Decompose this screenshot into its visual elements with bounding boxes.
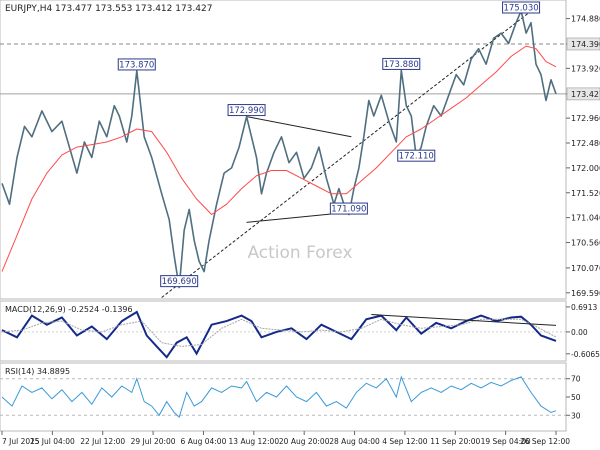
chart-symbol: EURJPY,H4 xyxy=(5,4,53,14)
rsi-tick-label: 30 xyxy=(571,411,581,420)
time-tick-label: 11 Sep 20:00 xyxy=(430,437,480,446)
rsi-label: RSI(14) 34.8895 xyxy=(5,367,70,376)
time-tick-label: 13 Aug 12:00 xyxy=(229,437,280,446)
price-label-box xyxy=(160,275,199,288)
time-tick-label: 29 Jul 20:00 xyxy=(131,437,176,446)
price-tick-label: 174.390 xyxy=(571,40,600,49)
price-label-text: 172.110 xyxy=(399,152,434,162)
moving-average-line xyxy=(1,45,557,272)
time-tick-label: 15 Jul 04:00 xyxy=(30,437,75,446)
macd-tick-label: -0.6065 xyxy=(571,350,600,359)
price-label-box xyxy=(397,149,436,162)
price-label-box xyxy=(329,202,368,215)
price-tick-label: 169.590 xyxy=(571,289,600,298)
macd-axis: 0.6913 0.00 -0.6065 xyxy=(566,303,600,359)
price-tag-box xyxy=(566,87,600,101)
rsi-axis: 70 50 30 xyxy=(566,375,581,420)
time-tick-label: 4 Sep 12:00 xyxy=(382,437,428,446)
price-tick-label: 173.427 xyxy=(571,90,600,99)
trendline-3 xyxy=(161,6,537,298)
price-label: 169.690 xyxy=(160,275,199,288)
price-label-box xyxy=(227,104,266,117)
price-label-text: 173.880 xyxy=(384,60,419,70)
macd-plot xyxy=(0,310,566,359)
price-label: 175.030 xyxy=(502,1,541,14)
macd-panel: MACD(12,26,9) -0.2524 -0.1396 xyxy=(0,300,567,362)
price-label: 172.990 xyxy=(227,104,266,117)
price-label: 172.110 xyxy=(397,149,436,162)
price-tick-label: 173.920 xyxy=(571,64,600,73)
price-tick-label: 170.560 xyxy=(571,239,600,248)
chart-ohlc: 173.477 173.553 173.412 173.427 xyxy=(55,4,212,14)
price-label-text: 171.090 xyxy=(331,205,366,215)
price-series-line xyxy=(1,10,557,289)
trendline-1 xyxy=(246,116,352,138)
rsi-line xyxy=(1,375,557,419)
price-tag-box xyxy=(566,37,600,51)
price-panel: Action Forex 173.870 169.690 172.990 171.09… xyxy=(0,0,567,300)
macd-tick-label: 0.6913 xyxy=(571,303,597,312)
macd-label: MACD(12,26,9) -0.2524 -0.1396 xyxy=(5,305,133,314)
rsi-plot xyxy=(0,375,566,419)
price-tick-label: 174.880 xyxy=(571,15,600,24)
price-label-text: 172.990 xyxy=(229,106,264,116)
time-tick-label: 19 Sep 04:00 xyxy=(481,437,531,446)
price-tick-label: 171.520 xyxy=(571,189,600,198)
time-tick-label: 7 Jul 2025 xyxy=(2,437,40,446)
price-label-box xyxy=(117,58,156,71)
price-axis: 174.880 174.390 173.920 173.427 172.960 172.4… xyxy=(566,15,600,298)
watermark: Action Forex xyxy=(247,243,352,263)
price-label-text: 173.870 xyxy=(119,60,154,70)
time-tick-label: 28 Aug 04:00 xyxy=(329,437,380,446)
rsi-tick-label: 50 xyxy=(571,393,581,402)
price-label: 173.880 xyxy=(382,57,421,70)
macd-tick-label: 0.00 xyxy=(571,328,588,337)
price-tick-label: 172.480 xyxy=(571,139,600,148)
rsi-tick-label: 70 xyxy=(571,375,581,384)
time-tick-label: 6 Aug 04:00 xyxy=(181,437,227,446)
price-label-box xyxy=(502,1,541,14)
macd-signal-line xyxy=(1,318,557,347)
price-tick-label: 170.070 xyxy=(571,264,600,273)
price-label-box xyxy=(382,57,421,70)
price-tick-label: 172.960 xyxy=(571,114,600,123)
price-panel-frame xyxy=(0,0,567,300)
price-label-text: 169.690 xyxy=(162,277,197,287)
macd-trendline xyxy=(371,314,557,326)
time-tick-label: 20 Aug 20:00 xyxy=(279,437,330,446)
price-plot: 173.870 169.690 172.990 171.090 173.880 172.1… xyxy=(0,1,566,298)
price-label-text: 175.030 xyxy=(503,4,538,14)
price-tick-label: 171.040 xyxy=(571,214,600,223)
price-label: 171.090 xyxy=(329,202,368,215)
price-tick-label: 172.000 xyxy=(571,164,600,173)
price-label: 173.870 xyxy=(117,58,156,71)
time-tick-label: 26 Sep 12:00 xyxy=(520,437,570,446)
macd-panel-frame xyxy=(0,300,567,362)
time-tick-label: 22 Jul 12:00 xyxy=(80,437,125,446)
